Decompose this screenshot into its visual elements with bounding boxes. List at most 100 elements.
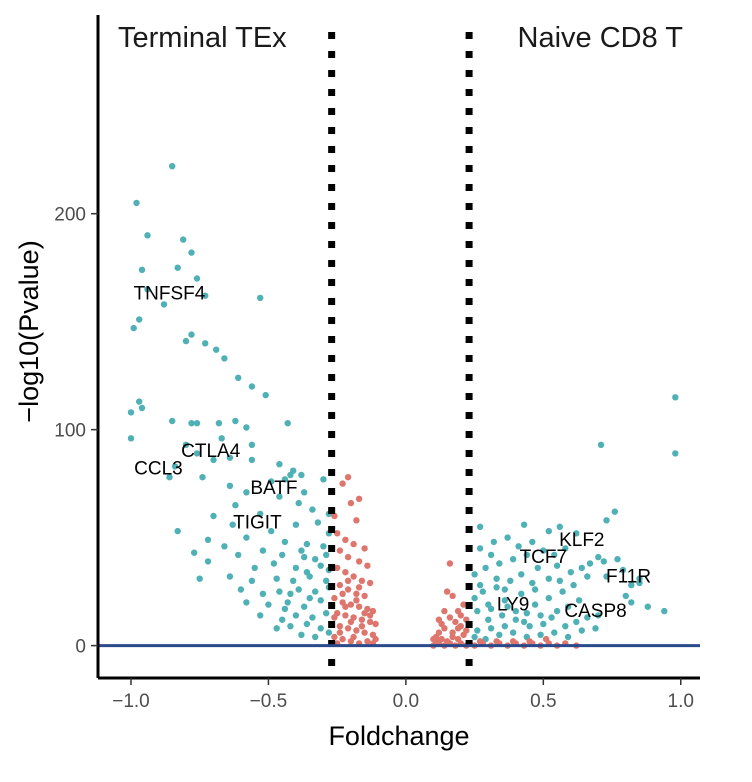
data-point-not-significant <box>344 625 352 632</box>
data-point-significant-up <box>559 588 566 595</box>
data-point-significant-down <box>287 590 294 597</box>
data-point-significant-down <box>213 346 220 353</box>
data-point-significant-up <box>548 614 555 621</box>
data-point-not-significant <box>449 592 456 600</box>
data-point-significant-up <box>509 629 517 636</box>
data-point-significant-up <box>531 586 539 593</box>
data-point-significant-down <box>276 493 283 500</box>
data-point-significant-up <box>471 571 478 578</box>
data-point-significant-up <box>540 620 547 628</box>
data-point-not-significant <box>364 638 371 645</box>
data-point-significant-up <box>518 590 525 597</box>
data-point-significant-up <box>551 629 558 636</box>
data-point-significant-down <box>243 534 250 541</box>
data-point-significant-up <box>636 579 643 587</box>
data-point-significant-up <box>529 538 536 546</box>
data-point-significant-down <box>298 631 305 638</box>
gene-label: CTLA4 <box>181 441 241 462</box>
data-point-significant-down <box>169 417 176 425</box>
data-point-significant-down <box>199 474 206 481</box>
data-point-significant-down <box>138 404 146 412</box>
data-point-significant-up <box>474 627 481 634</box>
data-point-significant-up <box>553 562 561 569</box>
data-point-significant-up <box>534 564 541 572</box>
data-point-significant-up <box>584 614 591 621</box>
data-point-not-significant <box>342 603 349 610</box>
data-point-not-significant <box>344 474 352 481</box>
data-point-significant-down <box>226 454 234 461</box>
data-point-not-significant <box>350 573 357 580</box>
data-point-significant-down <box>248 577 256 584</box>
data-point-significant-up <box>515 543 522 550</box>
data-point-significant-up <box>586 560 594 567</box>
data-point-not-significant <box>339 635 346 643</box>
data-point-significant-down <box>243 599 250 606</box>
data-point-significant-down <box>138 266 146 273</box>
data-point-significant-down <box>301 603 308 610</box>
data-point-significant-down <box>276 461 283 468</box>
data-point-significant-up <box>611 508 618 515</box>
data-point-significant-down <box>295 499 302 507</box>
data-point-significant-down <box>235 374 242 381</box>
data-point-significant-up <box>496 560 503 567</box>
x-tick-label: 1.0 <box>668 691 694 712</box>
data-point-significant-up <box>603 573 610 580</box>
data-point-significant-down <box>171 463 179 470</box>
data-point-significant-up <box>556 577 563 584</box>
data-point-significant-up <box>501 586 508 593</box>
data-point-not-significant <box>355 558 363 565</box>
data-point-significant-down <box>281 476 289 483</box>
data-point-significant-down <box>284 599 291 606</box>
data-point-not-significant <box>336 581 344 589</box>
data-point-significant-up <box>479 588 486 595</box>
data-point-significant-down <box>303 569 311 576</box>
x-tick-label: −0.5 <box>250 691 288 712</box>
data-point-significant-down <box>144 286 151 293</box>
x-axis-title: Foldchange <box>328 721 469 751</box>
data-point-significant-up <box>482 564 489 572</box>
data-point-significant-down <box>317 625 324 632</box>
threshold-lines <box>328 32 473 678</box>
data-point-significant-down <box>292 612 300 619</box>
data-point-not-significant <box>358 623 366 630</box>
data-point-significant-up <box>592 625 599 632</box>
data-point-not-significant <box>542 635 550 643</box>
data-point-significant-down <box>204 536 212 543</box>
data-point-not-significant <box>366 612 374 619</box>
data-point-significant-up <box>575 597 583 604</box>
data-point-significant-down <box>309 614 316 621</box>
gene-label: TNFSF4 <box>134 284 206 305</box>
gene-label: KLF2 <box>559 530 604 551</box>
data-point-not-significant <box>331 614 338 621</box>
data-point-significant-down <box>232 502 239 509</box>
data-point-significant-up <box>474 607 481 615</box>
data-point-significant-down <box>284 420 291 427</box>
data-point-significant-down <box>218 435 225 442</box>
x-tick-label: 0.5 <box>530 691 556 712</box>
data-point-not-significant <box>342 536 349 543</box>
data-point-significant-up <box>523 551 530 559</box>
data-point-not-significant <box>353 627 360 634</box>
data-point-significant-down <box>273 575 280 582</box>
data-point-not-significant <box>361 610 368 617</box>
data-point-significant-up <box>578 627 585 634</box>
data-point-significant-up <box>487 625 495 632</box>
data-point-not-significant <box>350 633 357 641</box>
data-point-significant-up <box>476 581 484 589</box>
data-point-significant-up <box>504 603 511 610</box>
data-point-significant-up <box>545 575 552 582</box>
data-point-significant-down <box>182 337 190 345</box>
data-point-not-significant <box>355 603 363 610</box>
data-point-significant-down <box>174 264 181 271</box>
data-point-significant-down <box>298 471 305 479</box>
data-point-significant-up <box>573 618 580 626</box>
data-point-not-significant <box>339 590 346 597</box>
data-point-significant-down <box>210 456 217 464</box>
y-tick-label: 0 <box>75 637 86 658</box>
x-tick-label: 0.0 <box>393 691 419 712</box>
data-point-significant-up <box>614 556 621 563</box>
data-point-not-significant <box>334 530 341 537</box>
data-point-significant-down <box>226 482 234 489</box>
data-point-significant-down <box>160 301 168 308</box>
data-point-not-significant <box>336 623 344 630</box>
